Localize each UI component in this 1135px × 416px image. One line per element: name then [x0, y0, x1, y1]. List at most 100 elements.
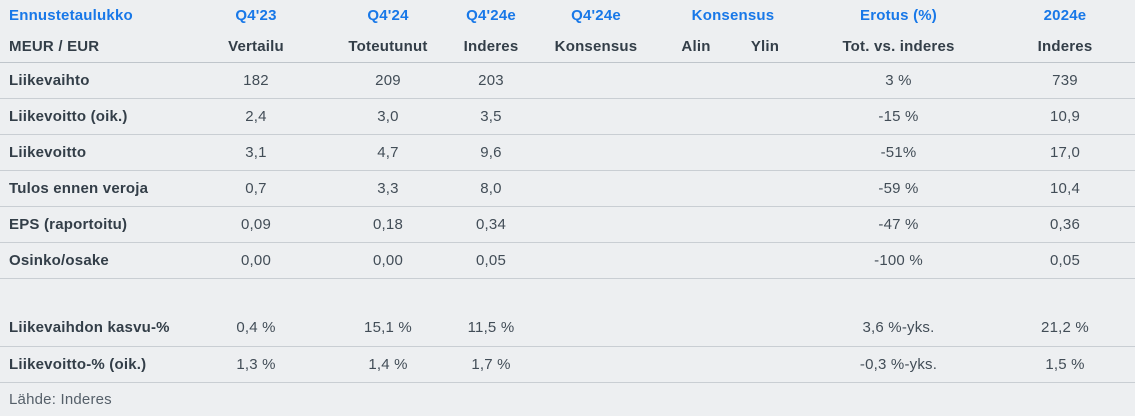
- spacer-row: [0, 278, 1135, 310]
- subheader-ylin: Ylin: [728, 31, 802, 63]
- value-cell: -59 %: [802, 170, 995, 207]
- value-cell: [664, 206, 728, 243]
- value-cell: 9,6: [454, 134, 528, 171]
- value-cell: -0,3 %-yks.: [802, 346, 995, 383]
- value-cell: 0,00: [190, 242, 322, 279]
- source-note: Lähde: Inderes: [9, 390, 112, 408]
- value-cell: [728, 206, 802, 243]
- value-cell: [728, 62, 802, 99]
- table-row-liikevoitto-pct: Liikevoitto-% (oik.) 1,3 % 1,4 % 1,7 % -…: [0, 346, 1135, 383]
- value-cell: 739: [995, 62, 1135, 99]
- row-label: Liikevoitto (oik.): [0, 98, 190, 135]
- subheader-alin: Alin: [664, 31, 728, 63]
- value-cell: [664, 62, 728, 99]
- forecast-table: Ennustetaulukko Q4'23 Q4'24 Q4'24e Q4'24…: [0, 0, 1135, 383]
- table-row-osinko: Osinko/osake 0,00 0,00 0,05 -100 % 0,05: [0, 242, 1135, 279]
- value-cell: 0,05: [454, 242, 528, 279]
- table-row-liikevoitto-oik: Liikevoitto (oik.) 2,4 3,0 3,5 -15 % 10,…: [0, 98, 1135, 135]
- value-cell: [528, 346, 664, 383]
- subheader-inderes: Inderes: [454, 31, 528, 63]
- value-cell: [528, 98, 664, 135]
- value-cell: [528, 62, 664, 99]
- row-label: Osinko/osake: [0, 242, 190, 279]
- value-cell: 3,1: [190, 134, 322, 171]
- value-cell: -100 %: [802, 242, 995, 279]
- value-cell: 3,3: [322, 170, 454, 207]
- table-row-eps: EPS (raportoitu) 0,09 0,18 0,34 -47 % 0,…: [0, 206, 1135, 243]
- header-q423: Q4'23: [235, 7, 277, 24]
- table-row-tulos-ennen-veroja: Tulos ennen veroja 0,7 3,3 8,0 -59 % 10,…: [0, 170, 1135, 207]
- value-cell: 3,5: [454, 98, 528, 135]
- row-label: Liikevaihto: [0, 62, 190, 99]
- value-cell: [728, 346, 802, 383]
- table-row-liikevaihdon-kasvu: Liikevaihdon kasvu-% 0,4 % 15,1 % 11,5 %…: [0, 310, 1135, 347]
- value-cell: 3 %: [802, 62, 995, 99]
- value-cell: 10,9: [995, 98, 1135, 135]
- value-cell: 4,7: [322, 134, 454, 171]
- table-row-liikevoitto: Liikevoitto 3,1 4,7 9,6 -51% 17,0: [0, 134, 1135, 171]
- value-cell: [528, 134, 664, 171]
- row-label: Liikevoitto: [0, 134, 190, 171]
- value-cell: [664, 170, 728, 207]
- value-cell: 0,00: [322, 242, 454, 279]
- header-erotus: Erotus (%): [860, 7, 937, 24]
- value-cell: 0,4 %: [190, 310, 322, 347]
- header-q424e-konsensus: Q4'24e: [571, 7, 621, 24]
- value-cell: [664, 242, 728, 279]
- value-cell: 11,5 %: [454, 310, 528, 347]
- value-cell: [728, 134, 802, 171]
- value-cell: 2,4: [190, 98, 322, 135]
- subheader-vertailu: Vertailu: [190, 31, 322, 63]
- value-cell: 17,0: [995, 134, 1135, 171]
- value-cell: 1,7 %: [454, 346, 528, 383]
- value-cell: 10,4: [995, 170, 1135, 207]
- value-cell: 21,2 %: [995, 310, 1135, 347]
- header-q424: Q4'24: [367, 7, 409, 24]
- value-cell: [528, 170, 664, 207]
- value-cell: [728, 170, 802, 207]
- value-cell: 209: [322, 62, 454, 99]
- value-cell: [664, 98, 728, 135]
- value-cell: 1,5 %: [995, 346, 1135, 383]
- value-cell: 0,36: [995, 206, 1135, 243]
- value-cell: [664, 310, 728, 347]
- row-label: EPS (raportoitu): [0, 206, 190, 243]
- value-cell: 0,05: [995, 242, 1135, 279]
- value-cell: 1,4 %: [322, 346, 454, 383]
- value-cell: 8,0: [454, 170, 528, 207]
- value-cell: [528, 242, 664, 279]
- value-cell: [528, 310, 664, 347]
- value-cell: 15,1 %: [322, 310, 454, 347]
- value-cell: 0,34: [454, 206, 528, 243]
- value-cell: -51%: [802, 134, 995, 171]
- row-label: Tulos ennen veroja: [0, 170, 190, 207]
- subheader-tot-vs-inderes: Tot. vs. inderes: [802, 31, 995, 63]
- table-row-liikevaihto: Liikevaihto 182 209 203 3 % 739: [0, 62, 1135, 99]
- value-cell: 3,0: [322, 98, 454, 135]
- subheader-toteutunut: Toteutunut: [322, 31, 454, 63]
- value-cell: 182: [190, 62, 322, 99]
- value-cell: 0,7: [190, 170, 322, 207]
- row-label: Liikevaihdon kasvu-%: [0, 310, 190, 347]
- header-konsensus-group: Konsensus: [691, 7, 775, 24]
- header-row-periods: Ennustetaulukko Q4'23 Q4'24 Q4'24e Q4'24…: [0, 0, 1135, 31]
- subheader-konsensus: Konsensus: [528, 31, 664, 63]
- value-cell: [728, 310, 802, 347]
- value-cell: [664, 346, 728, 383]
- value-cell: 1,3 %: [190, 346, 322, 383]
- row-label: Liikevoitto-% (oik.): [0, 346, 190, 383]
- value-cell: 203: [454, 62, 528, 99]
- header-row-sublabels: MEUR / EUR Vertailu Toteutunut Inderes K…: [0, 31, 1135, 63]
- value-cell: 0,09: [190, 206, 322, 243]
- unit-label: MEUR / EUR: [0, 31, 190, 63]
- value-cell: -15 %: [802, 98, 995, 135]
- value-cell: [528, 206, 664, 243]
- value-cell: 0,18: [322, 206, 454, 243]
- header-q424e-inderes: Q4'24e: [466, 7, 516, 24]
- table-title: Ennustetaulukko: [9, 7, 133, 24]
- value-cell: -47 %: [802, 206, 995, 243]
- subheader-inderes-2024e: Inderes: [995, 31, 1135, 63]
- value-cell: 3,6 %-yks.: [802, 310, 995, 347]
- value-cell: [664, 134, 728, 171]
